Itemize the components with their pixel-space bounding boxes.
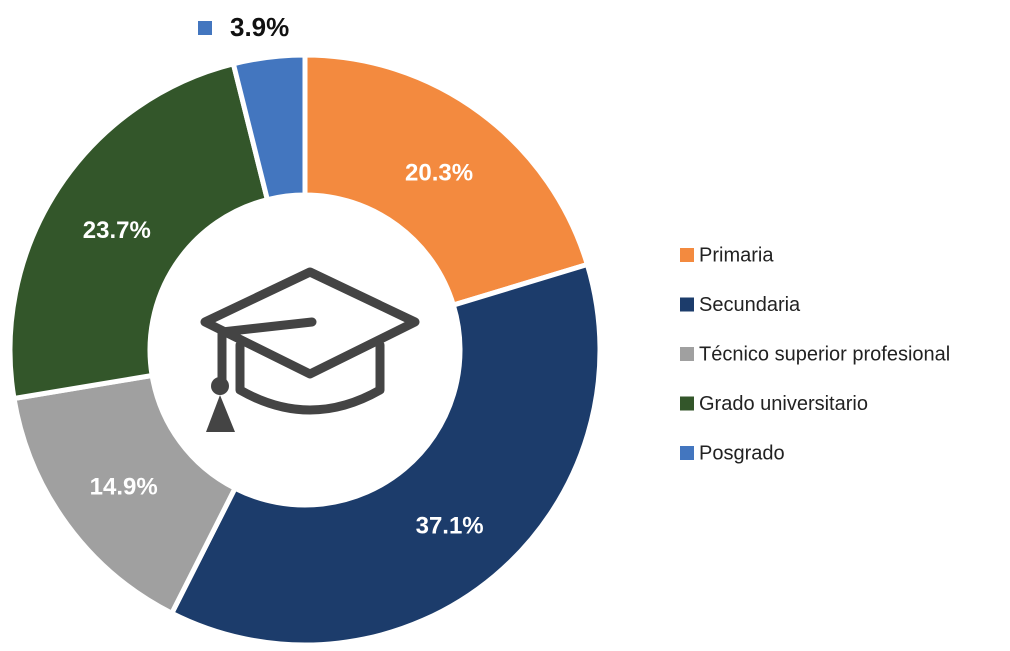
- legend-swatch: [680, 396, 694, 411]
- legend-swatch: [680, 297, 694, 312]
- data-label: 14.9%: [90, 474, 158, 501]
- graduation-cap-icon: [200, 267, 420, 432]
- data-label: 23.7%: [83, 217, 151, 244]
- legend-label: Grado universitario: [699, 393, 868, 415]
- legend-label: Posgrado: [699, 442, 785, 464]
- slice: [168, 261, 603, 648]
- label-marker: [198, 21, 212, 35]
- slice: [302, 52, 591, 309]
- slice: [7, 60, 271, 402]
- legend-swatch: [680, 446, 694, 460]
- data-label: 20.3%: [405, 160, 473, 187]
- donut: [7, 52, 603, 648]
- legend-label: Secundaria: [699, 294, 801, 316]
- slice: [11, 372, 239, 617]
- data-label: 3.9%: [230, 12, 289, 42]
- legend-swatch: [680, 248, 694, 262]
- slice: [230, 52, 308, 203]
- data-label: 37.1%: [416, 513, 484, 540]
- legend-label: Técnico superior profesional: [699, 343, 950, 365]
- legend-swatch: [680, 347, 694, 361]
- legend-label: Primaria: [699, 244, 774, 266]
